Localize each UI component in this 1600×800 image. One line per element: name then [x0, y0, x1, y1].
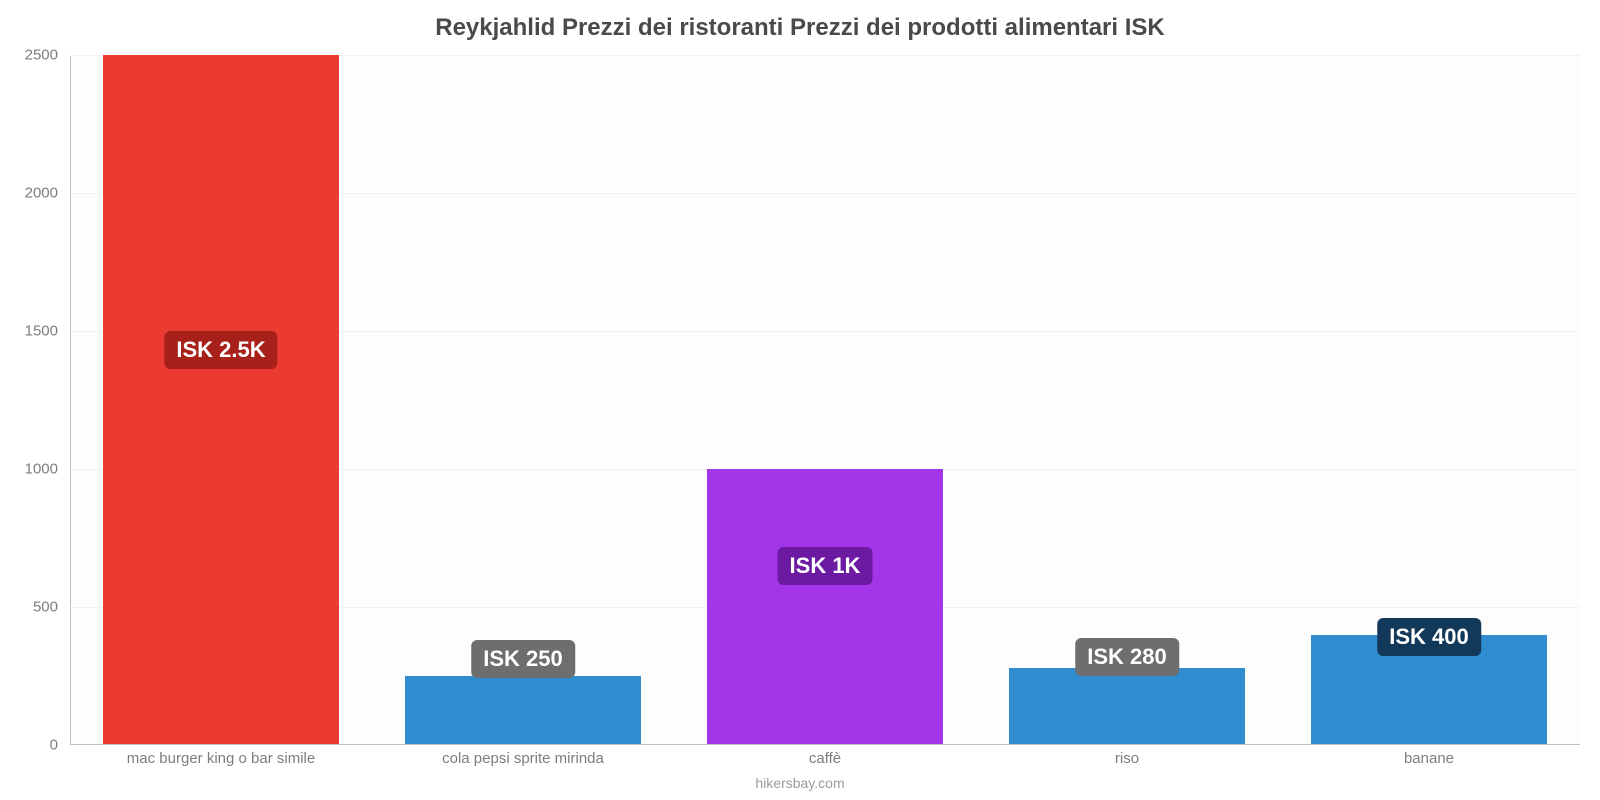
x-tick-label: cola pepsi sprite mirinda — [442, 750, 604, 767]
x-tick-label: mac burger king o bar simile — [127, 750, 315, 767]
x-tick-label: banane — [1404, 750, 1454, 767]
bar — [707, 469, 943, 745]
bar — [405, 676, 641, 745]
y-tick-label: 500 — [13, 599, 58, 616]
y-axis-line — [70, 55, 71, 745]
bar — [1009, 668, 1245, 745]
y-tick-label: 2000 — [13, 185, 58, 202]
y-tick-label: 1000 — [13, 461, 58, 478]
x-axis-line — [70, 744, 1580, 745]
source-attribution: hikersbay.com — [0, 775, 1600, 791]
price-bar-chart: Reykjahlid Prezzi dei ristoranti Prezzi … — [0, 0, 1600, 800]
x-tick-label: caffè — [809, 750, 841, 767]
bar — [103, 55, 339, 745]
value-badge: ISK 1K — [778, 547, 873, 585]
value-badge: ISK 280 — [1075, 638, 1179, 676]
plot-area: ISK 2.5K ISK 250 ISK 1K ISK 280 ISK 400 — [70, 55, 1580, 745]
chart-title: Reykjahlid Prezzi dei ristoranti Prezzi … — [0, 14, 1600, 42]
y-tick-label: 1500 — [13, 323, 58, 340]
value-badge: ISK 2.5K — [164, 331, 277, 369]
y-tick-label: 2500 — [13, 47, 58, 64]
x-axis-labels: mac burger king o bar simile cola pepsi s… — [70, 750, 1580, 770]
value-badge: ISK 250 — [471, 640, 575, 678]
y-tick-label: 0 — [13, 737, 58, 754]
value-badge: ISK 400 — [1377, 618, 1481, 656]
x-tick-label: riso — [1115, 750, 1139, 767]
